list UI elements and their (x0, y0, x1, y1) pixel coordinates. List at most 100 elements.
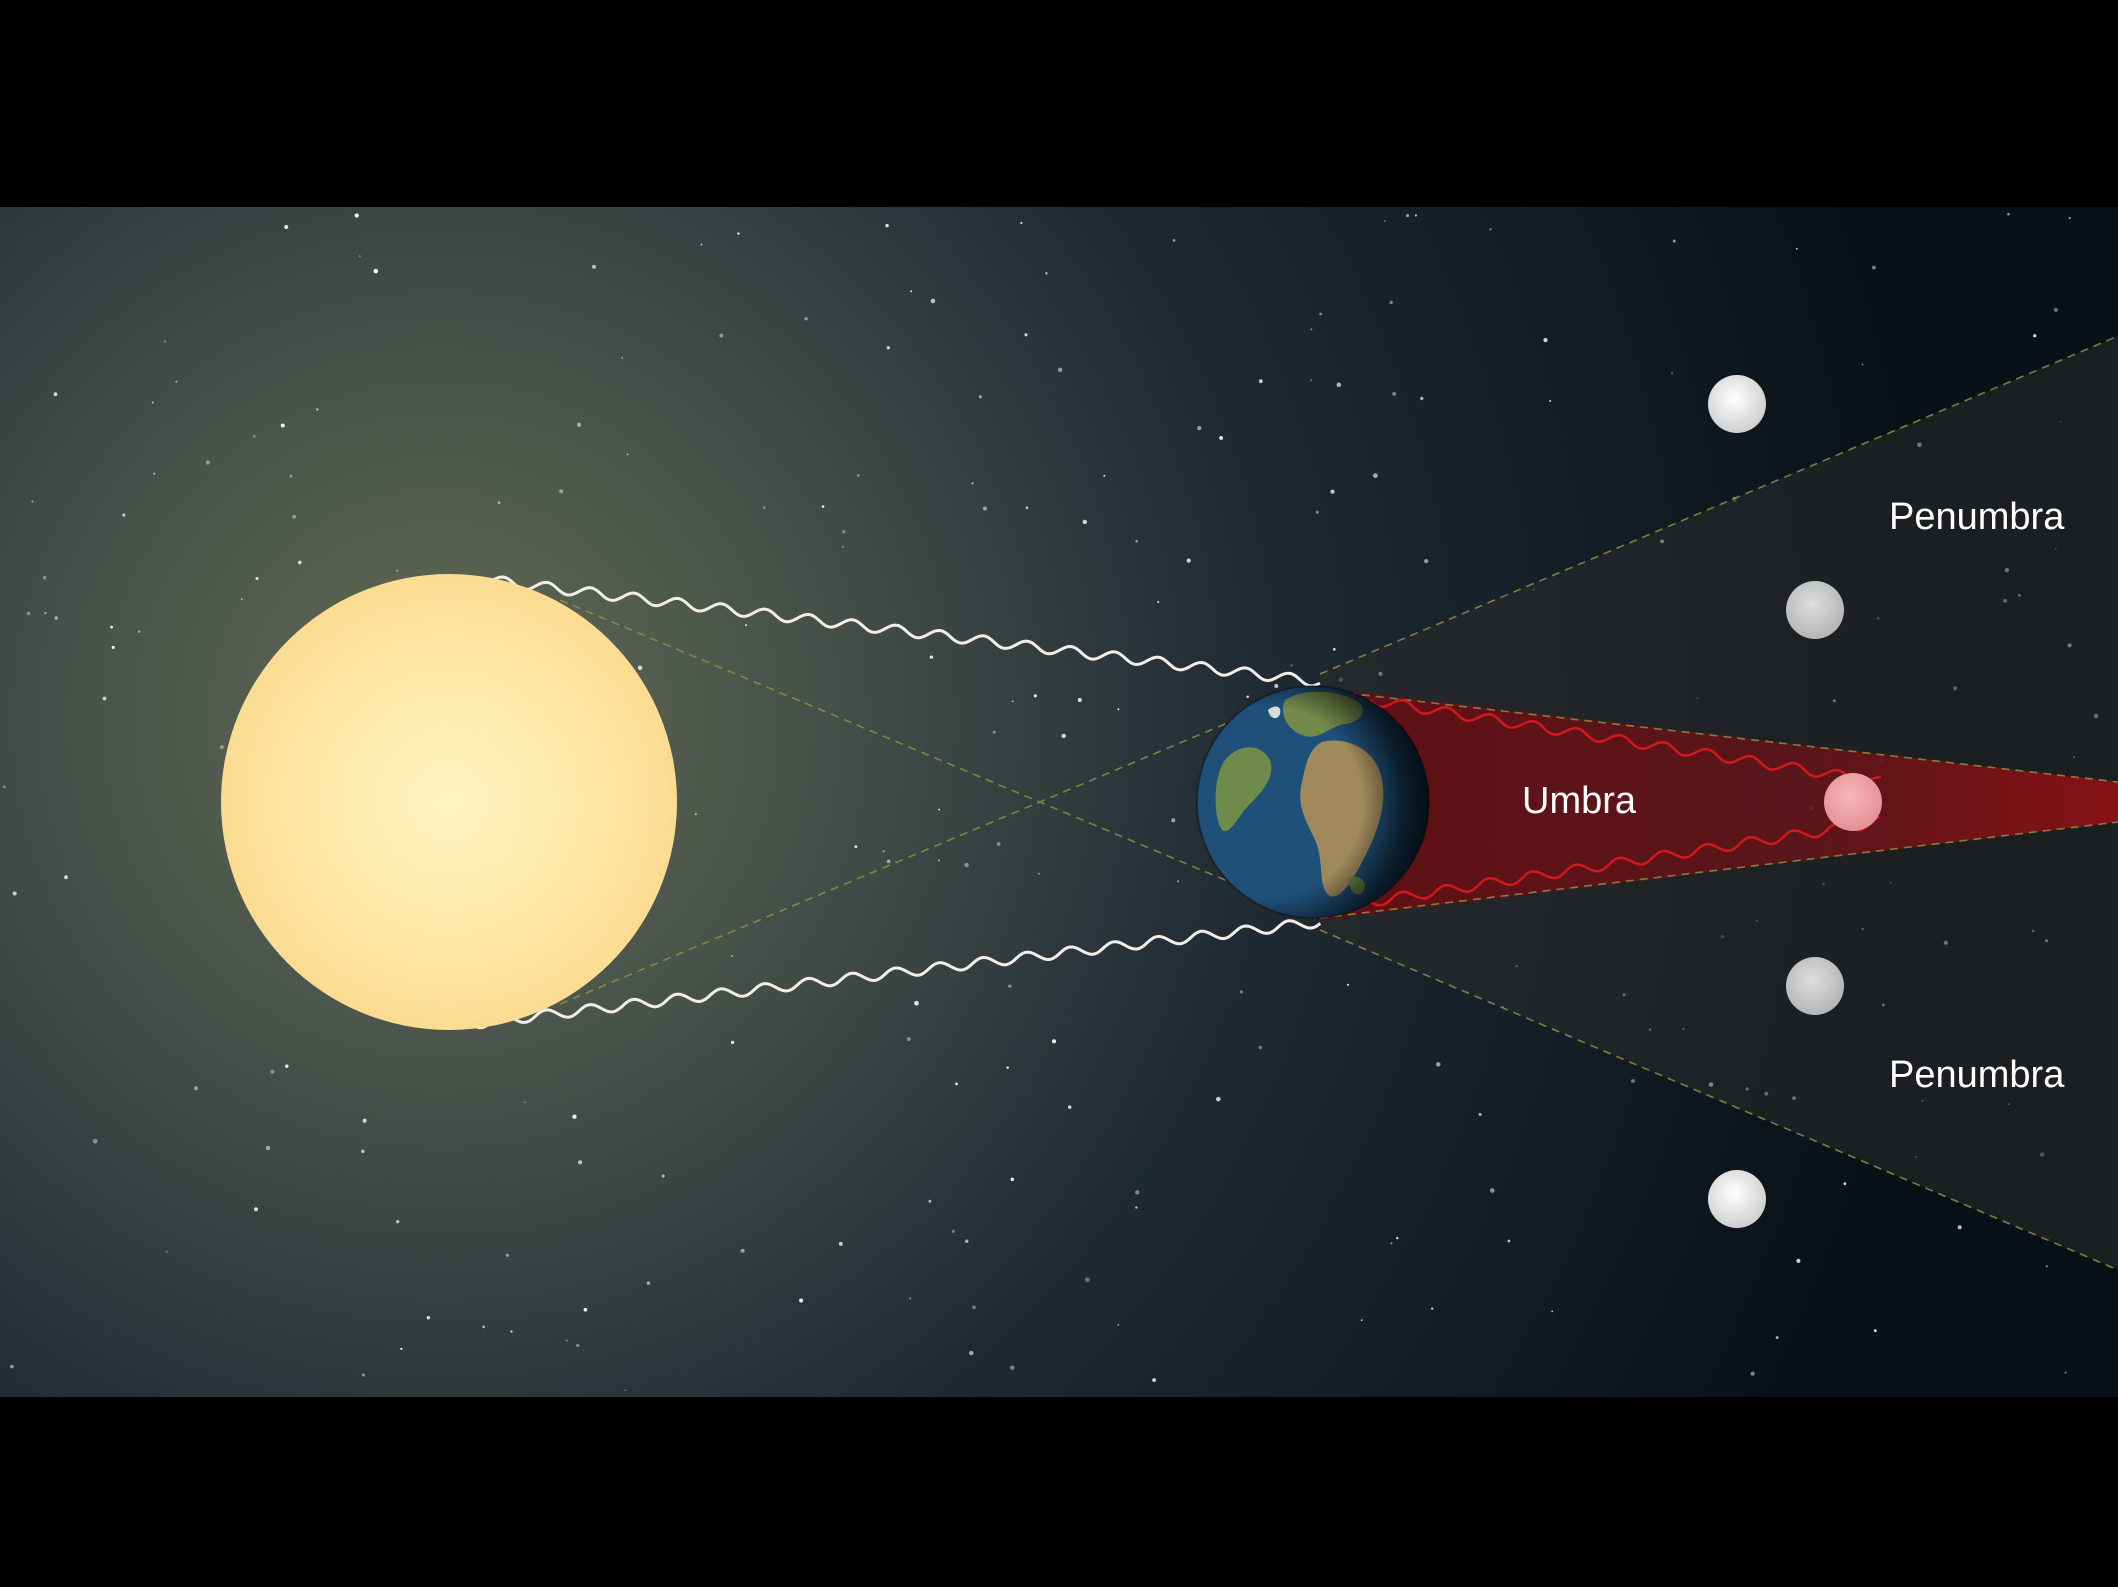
star (882, 850, 885, 853)
star (576, 422, 582, 427)
star (1117, 1323, 1120, 1326)
star (1543, 338, 1548, 343)
star (524, 1101, 526, 1104)
star (1246, 695, 1249, 699)
star (362, 1118, 367, 1123)
star (1310, 379, 1312, 382)
star (1383, 220, 1386, 222)
umbra-label: Umbra (1522, 780, 1637, 822)
star (165, 1250, 168, 1253)
star (1085, 1277, 1090, 1283)
star (559, 489, 564, 494)
star (886, 345, 891, 350)
star (1315, 510, 1319, 514)
star (1216, 1096, 1221, 1102)
star (163, 340, 166, 343)
star (1489, 1188, 1495, 1193)
star (1390, 1242, 1393, 1245)
refracted-ray-bottom (1369, 815, 1880, 907)
star (270, 1069, 275, 1074)
star (1796, 1258, 1801, 1263)
star (361, 1149, 365, 1154)
star (938, 859, 940, 862)
star (914, 1000, 919, 1006)
star (2064, 1371, 2067, 1374)
star (591, 264, 597, 269)
star (821, 505, 825, 508)
star (1010, 1177, 1015, 1182)
star (151, 401, 154, 404)
star (737, 232, 740, 235)
star (1346, 983, 1350, 986)
star (1051, 1039, 1057, 1044)
star (44, 612, 47, 615)
earth-icon (1196, 685, 1430, 919)
star (1549, 399, 1552, 403)
star (354, 213, 359, 218)
star (886, 859, 891, 864)
star (1197, 425, 1202, 431)
star (297, 560, 302, 565)
star (1274, 683, 1279, 689)
star (763, 506, 766, 509)
star (951, 1229, 955, 1233)
star (505, 1253, 510, 1257)
star (1152, 1378, 1156, 1382)
star (885, 223, 889, 228)
star (842, 529, 846, 534)
star (1957, 1225, 1962, 1230)
star (910, 290, 913, 293)
star (54, 616, 58, 620)
star (565, 1339, 568, 1342)
star (2, 785, 6, 789)
star (253, 1207, 259, 1212)
star (1631, 1079, 1635, 1083)
star (122, 513, 126, 517)
star (53, 392, 58, 397)
star (624, 1389, 627, 1392)
star (497, 501, 501, 505)
penumbra-label-bottom: Penumbra (1889, 1054, 2065, 1096)
star (928, 1199, 932, 1203)
star (1672, 239, 1676, 243)
starfield (2, 212, 2099, 1392)
star (1010, 1365, 1015, 1370)
star (909, 1297, 912, 1300)
star (1872, 265, 1876, 270)
penumbra-label-top: Penumbra (1889, 496, 2065, 538)
star (2007, 212, 2010, 216)
light-ray-top (469, 575, 1321, 688)
star (621, 356, 624, 359)
star (583, 1307, 588, 1312)
star (637, 665, 643, 671)
star (2045, 1265, 2048, 1268)
star (740, 1248, 745, 1253)
star (92, 1138, 98, 1144)
star (316, 408, 319, 411)
star (1025, 506, 1029, 510)
star (1008, 984, 1012, 988)
star (1333, 648, 1336, 651)
star (1750, 1371, 1755, 1376)
tangent-guide-lines (559, 335, 2118, 1271)
star (12, 891, 17, 896)
star (31, 500, 34, 503)
star (1373, 473, 1378, 478)
star (646, 1281, 651, 1285)
star (982, 506, 987, 511)
star (694, 813, 697, 816)
star (1310, 328, 1313, 331)
moon-icon (1708, 1170, 1766, 1228)
star (964, 1239, 969, 1244)
star (252, 434, 256, 438)
star (265, 1145, 271, 1151)
star (1489, 228, 1492, 231)
star (1011, 700, 1014, 703)
star (255, 577, 259, 580)
star (138, 630, 141, 633)
star (1396, 1236, 1399, 1240)
star (576, 1343, 580, 1348)
star (964, 862, 969, 868)
star (400, 1347, 403, 1351)
